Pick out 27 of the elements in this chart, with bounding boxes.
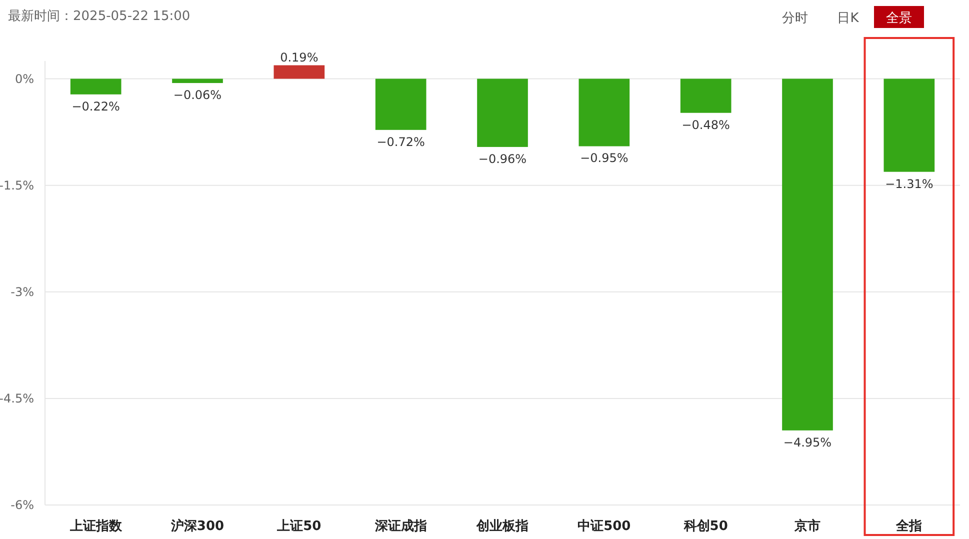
x-tick-label: 全指 (895, 519, 922, 534)
x-tick-label: 深证成指 (374, 519, 427, 534)
x-tick-label: 京市 (794, 518, 820, 534)
data-label: −0.22% (72, 99, 120, 114)
x-tick-label: 上证指数 (68, 519, 123, 534)
y-tick-label: 0% (14, 72, 34, 86)
data-label: −0.72% (376, 134, 425, 149)
x-tick-label: 中证500 (578, 519, 631, 534)
text: 分时 (782, 11, 808, 26)
y-tick-label: -6% (10, 498, 34, 512)
x-tick-label: 科创50 (682, 519, 728, 534)
data-label: −1.31% (885, 176, 934, 191)
data-label: −0.96% (478, 152, 527, 166)
data-label: −0.48% (682, 118, 730, 132)
data-label: 0.19% (280, 50, 318, 64)
y-tick-label: -3% (10, 284, 34, 299)
y-tick-label: -4.5% (0, 391, 34, 406)
data-label: −4.95% (783, 435, 832, 450)
chart-title: 最新时间：2025-05-22 15:00 (8, 9, 190, 24)
x-tick-label: 上证50 (276, 519, 322, 534)
x-tick-label: 沪深300 (170, 518, 224, 534)
text: 日K (837, 11, 860, 26)
x-tick-label: 创业板指 (476, 519, 528, 534)
y-tick-label: -1.5% (0, 178, 34, 192)
data-label: −0.95% (580, 151, 628, 166)
data-label: −0.06% (173, 88, 222, 102)
text: 全景 (886, 11, 912, 26)
